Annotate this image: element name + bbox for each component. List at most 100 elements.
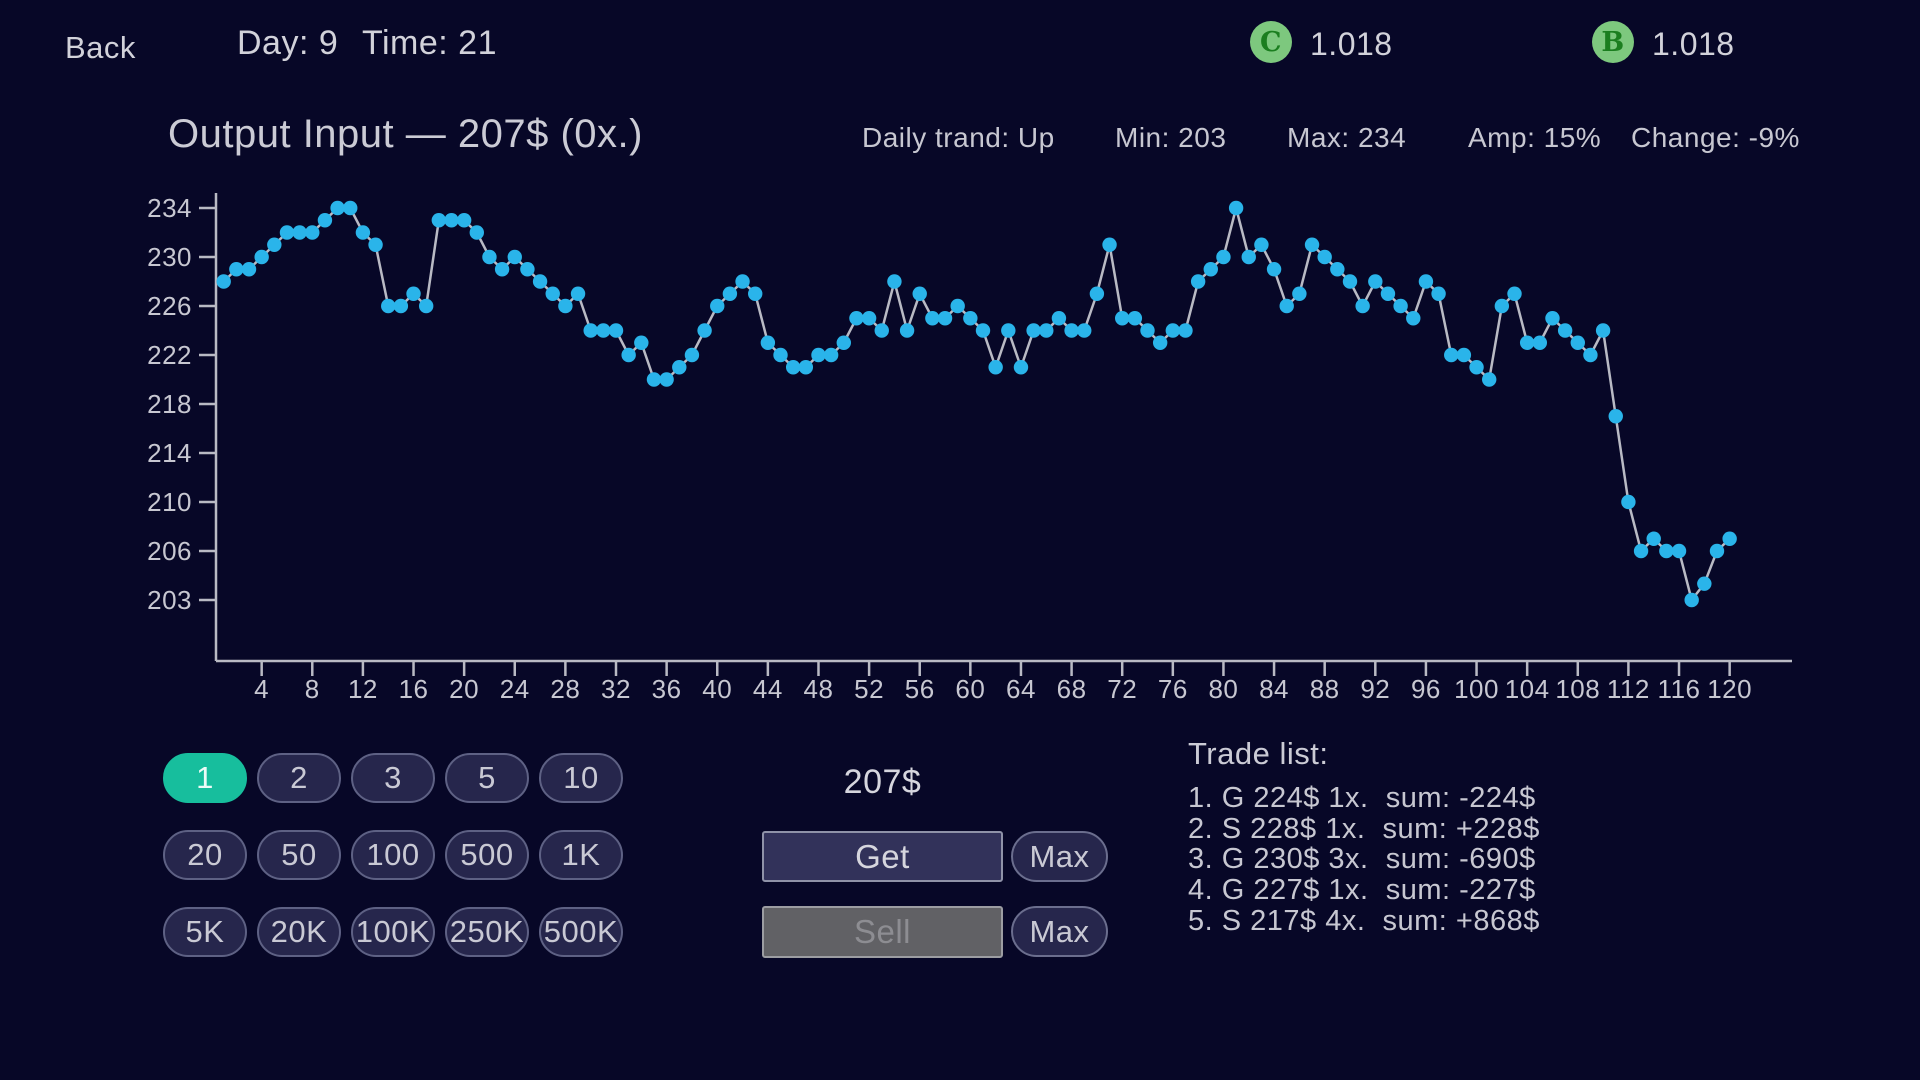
data-point (520, 262, 535, 277)
data-point (355, 225, 371, 240)
x-tick-label: 88 (1310, 674, 1340, 704)
qty-button-20[interactable]: 20 (163, 830, 247, 880)
data-point (874, 323, 889, 338)
qty-button-10[interactable]: 10 (539, 753, 623, 803)
data-point (1064, 323, 1079, 338)
data-point (330, 200, 345, 216)
data-point (1342, 274, 1358, 289)
qty-button-500k[interactable]: 500K (539, 907, 623, 957)
data-point (368, 237, 383, 252)
qty-button-5k[interactable]: 5K (163, 907, 247, 957)
data-point (861, 311, 877, 326)
data-point (1469, 360, 1484, 375)
get-button[interactable]: Get (762, 831, 1003, 882)
sell-button-disabled[interactable]: Sell (762, 906, 1003, 958)
coin-c-icon: C (1250, 21, 1292, 63)
trade-list-entry: 1. G 224$ 1x. sum: -224$ (1188, 782, 1536, 814)
data-point (1456, 347, 1472, 363)
data-point (748, 286, 763, 301)
data-point (937, 311, 953, 326)
data-point (1140, 323, 1155, 338)
x-tick-label: 36 (652, 674, 682, 704)
x-tick-label: 56 (905, 674, 935, 704)
data-point (1304, 237, 1320, 252)
trade-list-entry: 5. S 217$ 4x. sum: +868$ (1188, 904, 1540, 937)
data-point (1532, 335, 1548, 350)
day-label: Day: 9 (237, 24, 339, 62)
qty-button-3[interactable]: 3 (351, 753, 435, 803)
data-point (975, 323, 991, 338)
data-point (1203, 262, 1218, 277)
qty-button-100k[interactable]: 100K (351, 907, 435, 957)
data-point (912, 286, 927, 301)
data-point (798, 360, 814, 375)
x-tick-label: 16 (399, 674, 429, 704)
x-tick-label: 4 (254, 674, 269, 704)
data-point (406, 286, 421, 301)
qty-button-1k[interactable]: 1K (539, 830, 623, 880)
data-point (1013, 360, 1029, 375)
qty-button-20k[interactable]: 20K (257, 907, 341, 957)
stat-max: Max: 234 (1287, 122, 1407, 153)
price-line (222, 203, 1731, 603)
data-point (811, 347, 826, 363)
data-point (418, 298, 434, 314)
data-point (760, 335, 776, 350)
data-point (456, 213, 472, 228)
data-point (1001, 323, 1016, 338)
data-point (1279, 298, 1294, 314)
data-point (722, 286, 738, 301)
data-point (950, 298, 965, 314)
data-point (1266, 262, 1282, 277)
current-price-label: 207$ (843, 763, 922, 801)
data-point (1595, 323, 1611, 338)
data-point (963, 311, 978, 326)
data-point (925, 311, 940, 326)
x-tick-label: 60 (955, 674, 985, 704)
back-button[interactable]: Back (65, 30, 136, 65)
data-point (1152, 335, 1168, 350)
x-tick-label: 84 (1259, 674, 1289, 704)
data-point (469, 225, 484, 240)
qty-button-100[interactable]: 100 (351, 830, 435, 880)
qty-button-50[interactable]: 50 (257, 830, 341, 880)
data-point (621, 347, 636, 363)
x-tick-label: 100 (1454, 674, 1499, 704)
qty-button-5[interactable]: 5 (445, 753, 529, 803)
qty-button-1[interactable]: 1 (163, 753, 247, 803)
y-tick-label: 210 (147, 487, 192, 517)
x-tick-label: 12 (348, 674, 378, 704)
data-point (697, 323, 712, 338)
qty-button-250k[interactable]: 250K (445, 907, 529, 957)
max-sell-button[interactable]: Max (1011, 906, 1108, 957)
x-tick-label: 80 (1208, 674, 1238, 704)
data-point (216, 274, 231, 289)
data-point (1254, 237, 1269, 252)
x-tick-label: 32 (601, 674, 631, 704)
qty-button-2[interactable]: 2 (257, 753, 341, 803)
data-point (1355, 298, 1370, 314)
data-point (1368, 274, 1383, 289)
data-point (1115, 311, 1130, 326)
chart-title: Output Input — 207$ (0x.) (168, 112, 643, 156)
data-point (672, 360, 687, 375)
data-point (1241, 249, 1256, 265)
qty-button-500[interactable]: 500 (445, 830, 529, 880)
data-point (1089, 286, 1105, 301)
x-tick-label: 116 (1658, 674, 1701, 704)
max-get-button[interactable]: Max (1011, 831, 1108, 882)
data-point (1608, 409, 1623, 424)
x-tick-label: 92 (1360, 674, 1390, 704)
trade-list-entry: 2. S 228$ 1x. sum: +228$ (1188, 812, 1540, 845)
data-point (1380, 286, 1396, 301)
data-point (735, 274, 750, 289)
data-point (1026, 323, 1041, 338)
data-point (1418, 274, 1434, 289)
time-label: Time: 21 (362, 24, 498, 62)
data-point (887, 274, 902, 289)
data-point (1039, 323, 1054, 338)
y-tick-label: 222 (147, 340, 192, 370)
data-point (1330, 262, 1345, 277)
data-point (646, 372, 662, 387)
